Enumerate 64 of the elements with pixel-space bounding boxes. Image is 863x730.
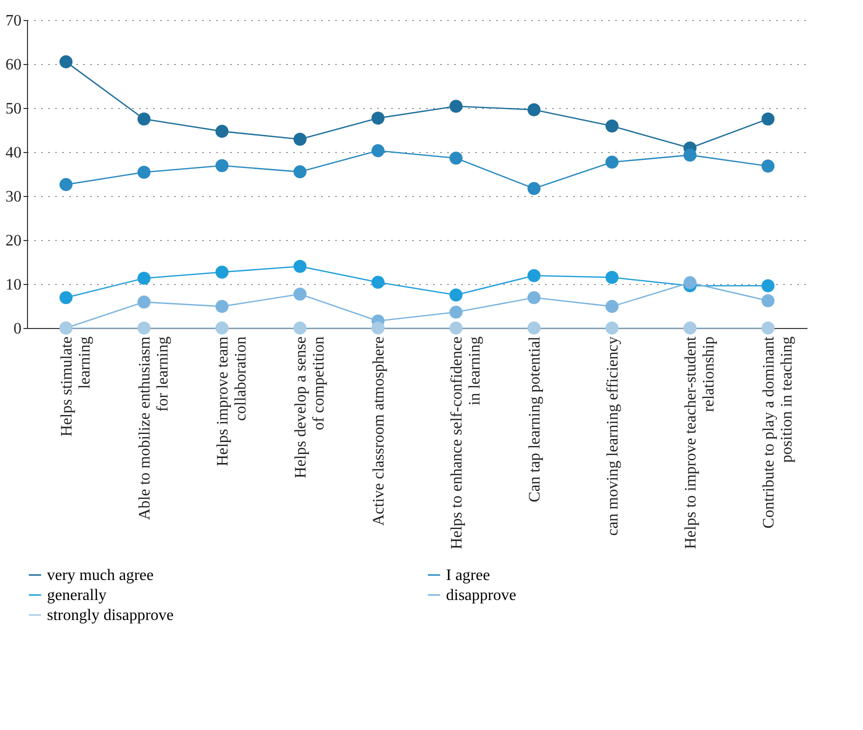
legend-label: I agree (446, 567, 490, 584)
point (137, 272, 151, 285)
point (527, 321, 541, 335)
legend-label: disapprove (446, 587, 516, 604)
y-tick-label: 60 (6, 56, 22, 74)
point (293, 165, 307, 178)
point (371, 276, 385, 289)
y-tick-label: 40 (6, 144, 22, 162)
point (761, 294, 775, 308)
point (215, 159, 229, 172)
point (215, 266, 229, 279)
point (683, 148, 697, 162)
point (605, 300, 619, 313)
point (605, 321, 619, 335)
y-tick-label: 0 (14, 320, 22, 338)
point (371, 144, 385, 158)
point (293, 132, 307, 146)
point (137, 166, 151, 179)
legend-label: very much agree (47, 567, 154, 584)
point (59, 55, 73, 68)
point (137, 112, 151, 126)
point (371, 112, 385, 125)
point (605, 120, 619, 133)
point (215, 321, 229, 335)
x-tick-label: can moving learning efficiency (604, 336, 622, 536)
point (215, 124, 229, 138)
y-tick-label: 10 (6, 276, 22, 294)
x-tick-label: Helps stimulate learning (58, 336, 94, 436)
point (605, 156, 619, 169)
point (761, 321, 775, 335)
point (59, 178, 73, 192)
point (761, 160, 775, 173)
point (605, 270, 619, 284)
x-tick-label: Helps to enhance self-confidence in learning (448, 336, 484, 550)
legend-label: generally (47, 587, 107, 604)
point (137, 321, 151, 335)
point (527, 103, 541, 116)
y-tick-label: 70 (6, 12, 22, 30)
point (137, 296, 151, 309)
x-tick-label: Helps to improve teacher-student relationship (682, 336, 718, 549)
point (215, 300, 229, 313)
x-tick-label: Active classroom atmosphere (370, 336, 388, 526)
y-tick-label: 50 (6, 100, 22, 118)
point (371, 321, 385, 335)
point (527, 269, 541, 282)
point (293, 260, 307, 273)
y-tick-label: 20 (6, 232, 22, 250)
point (761, 279, 775, 292)
point (59, 291, 73, 304)
point (527, 291, 541, 304)
point (293, 321, 307, 335)
point (527, 182, 541, 196)
x-tick-label: Can tap learning potential (526, 336, 544, 502)
point (449, 321, 463, 335)
point (761, 112, 775, 126)
point (449, 288, 463, 302)
point (683, 276, 697, 290)
point (293, 288, 307, 301)
point (449, 306, 463, 319)
y-tick-label: 30 (6, 188, 22, 206)
point (683, 321, 697, 335)
legend-label: strongly disapprove (47, 607, 174, 624)
point (449, 100, 463, 113)
point (449, 152, 463, 165)
